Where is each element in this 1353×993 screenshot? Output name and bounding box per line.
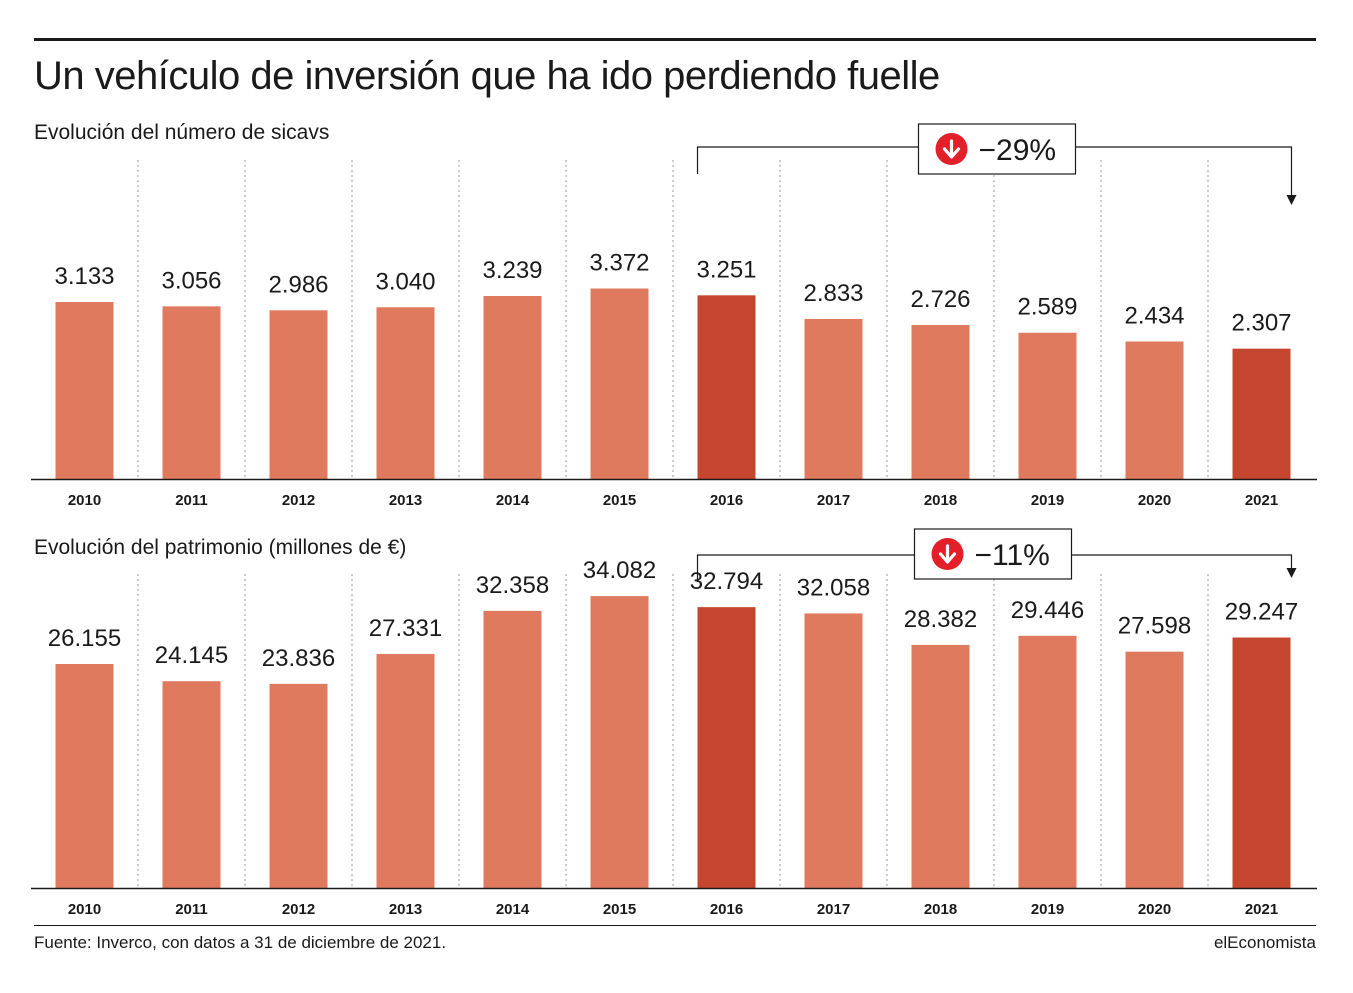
- value-label-2020: 2.434: [1124, 302, 1184, 329]
- bar-2012: [269, 310, 328, 479]
- year-label-2016: 2016: [710, 492, 743, 509]
- year-label-2013: 2013: [389, 492, 422, 509]
- value-label-2017: 32.058: [797, 574, 870, 601]
- bottom-rule: [34, 925, 1316, 926]
- bar-2021: [1232, 348, 1291, 479]
- year-label-2018: 2018: [924, 901, 957, 918]
- year-label-2018: 2018: [924, 492, 957, 509]
- year-label-2010: 2010: [68, 901, 101, 918]
- value-label-2015: 34.082: [583, 557, 656, 584]
- bar-2016: [697, 295, 756, 479]
- year-label-2014: 2014: [496, 492, 530, 509]
- bar-2012: [269, 683, 328, 888]
- bar-2010: [55, 664, 114, 888]
- change-badge: [913, 528, 1073, 580]
- value-label-2010: 3.133: [54, 263, 114, 290]
- brand-logo-text: elEconomista: [1213, 933, 1316, 952]
- year-label-2011: 2011: [175, 492, 208, 509]
- bar-2013: [376, 307, 435, 479]
- year-label-2017: 2017: [817, 492, 850, 509]
- value-label-2012: 2.986: [268, 271, 328, 298]
- value-label-2020: 27.598: [1118, 613, 1191, 640]
- value-label-2011: 24.145: [155, 642, 228, 669]
- chart1-subtitle: Evolución del número de sicavs: [34, 121, 330, 144]
- bar-2019: [1018, 332, 1077, 479]
- value-label-2015: 3.372: [589, 249, 649, 276]
- arrowhead-icon: [1286, 568, 1297, 578]
- chart-title: Un vehículo de inversión que ha ido perd…: [34, 54, 940, 98]
- year-label-2019: 2019: [1031, 901, 1064, 918]
- bar-2017: [804, 318, 863, 479]
- year-label-2015: 2015: [603, 492, 636, 509]
- year-label-2020: 2020: [1138, 492, 1171, 509]
- top-rule: [34, 38, 1316, 41]
- bar-2018: [911, 644, 970, 888]
- year-label-2017: 2017: [817, 901, 850, 918]
- bar-2011: [162, 306, 221, 479]
- change-percent: −29%: [979, 134, 1057, 167]
- year-label-2011: 2011: [175, 901, 208, 918]
- year-label-2012: 2012: [282, 901, 315, 918]
- year-label-2021: 2021: [1245, 901, 1278, 918]
- bar-2013: [376, 653, 435, 888]
- value-label-2018: 28.382: [904, 606, 977, 633]
- value-label-2012: 23.836: [262, 645, 335, 672]
- down-arrow-icon: [935, 133, 968, 165]
- value-label-2013: 27.331: [369, 615, 442, 642]
- value-label-2017: 2.833: [803, 280, 863, 307]
- year-label-2010: 2010: [68, 492, 101, 509]
- bar-2021: [1232, 637, 1291, 888]
- year-label-2012: 2012: [282, 492, 315, 509]
- value-label-2018: 2.726: [910, 286, 970, 313]
- value-label-2014: 32.358: [476, 572, 549, 599]
- assets-chart: 26.155 2010 24.145 2011 23.836 2012 27.331 2013…: [31, 528, 1317, 918]
- value-label-2016: 32.794: [690, 568, 763, 595]
- bar-2015: [590, 596, 649, 888]
- year-label-2015: 2015: [603, 901, 636, 918]
- sicavs-count-chart: 3.133 2010 3.056 2011 2.986 2012 3.040 2013 3.23…: [31, 123, 1317, 509]
- bar-2019: [1018, 635, 1077, 888]
- source-note: Fuente: Inverco, con datos a 31 de dicie…: [34, 933, 447, 952]
- value-label-2011: 3.056: [161, 267, 221, 294]
- bar-2018: [911, 324, 970, 479]
- value-label-2014: 3.239: [482, 257, 542, 284]
- change-percent: −11%: [975, 539, 1050, 572]
- value-label-2019: 29.446: [1011, 597, 1084, 624]
- year-label-2021: 2021: [1245, 492, 1278, 509]
- value-label-2010: 26.155: [48, 625, 121, 652]
- value-label-2021: 2.307: [1231, 310, 1291, 337]
- bar-2017: [804, 613, 863, 888]
- year-label-2016: 2016: [710, 901, 743, 918]
- bar-2020: [1125, 341, 1184, 479]
- year-label-2014: 2014: [496, 901, 530, 918]
- year-label-2013: 2013: [389, 901, 422, 918]
- year-label-2020: 2020: [1138, 901, 1171, 918]
- bar-2014: [483, 296, 542, 479]
- value-label-2021: 29.247: [1225, 599, 1298, 626]
- value-label-2013: 3.040: [375, 268, 435, 295]
- value-label-2019: 2.589: [1017, 294, 1077, 321]
- bar-2011: [162, 681, 221, 888]
- arrowhead-icon: [1286, 195, 1297, 205]
- bar-2015: [590, 288, 649, 479]
- bar-2010: [55, 302, 114, 479]
- value-label-2016: 3.251: [696, 256, 756, 283]
- bar-2020: [1125, 651, 1184, 888]
- year-label-2019: 2019: [1031, 492, 1064, 509]
- bar-2016: [697, 607, 756, 888]
- bar-2014: [483, 610, 542, 888]
- down-arrow-icon: [931, 538, 964, 570]
- chart2-subtitle: Evolución del patrimonio (millones de €): [34, 536, 407, 559]
